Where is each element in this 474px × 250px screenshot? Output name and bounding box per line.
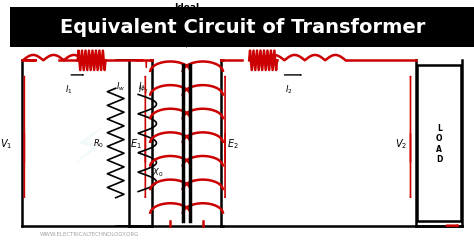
Text: $I'_2$: $I'_2$ xyxy=(138,83,149,95)
Text: $R_1$: $R_1$ xyxy=(57,30,70,44)
Bar xyxy=(417,66,462,221)
Text: $V_2$: $V_2$ xyxy=(394,136,407,150)
Text: $R_2$: $R_2$ xyxy=(257,30,269,44)
Text: Ideal
Transformer: Ideal Transformer xyxy=(155,3,218,22)
Text: $Z_2$: $Z_2$ xyxy=(278,8,290,22)
Text: $E_1$: $E_1$ xyxy=(130,136,142,150)
Text: $X_1$: $X_1$ xyxy=(85,30,98,44)
FancyBboxPatch shape xyxy=(10,8,474,48)
Text: $I_w$: $I_w$ xyxy=(116,80,125,93)
Text: Equivalent Circuit of Transformer: Equivalent Circuit of Transformer xyxy=(60,18,425,37)
Text: $Z_1$: $Z_1$ xyxy=(72,8,84,22)
Text: $V_1$: $V_1$ xyxy=(0,136,13,150)
Text: WWW.ELECTRICALTECHNOLOGY.ORG: WWW.ELECTRICALTECHNOLOGY.ORG xyxy=(39,230,139,235)
Text: $E_2$: $E_2$ xyxy=(227,136,238,150)
Text: $R_0$: $R_0$ xyxy=(93,137,104,150)
Text: $I_1$: $I_1$ xyxy=(64,83,72,95)
Text: $X_2$: $X_2$ xyxy=(299,30,311,44)
Text: $I_\phi$: $I_\phi$ xyxy=(138,80,146,94)
Text: $I_2$: $I_2$ xyxy=(285,83,292,95)
Text: $X_0$: $X_0$ xyxy=(152,166,163,179)
Text: L
O
A
D: L O A D xyxy=(436,124,443,164)
Text: ⚡: ⚡ xyxy=(72,124,106,172)
